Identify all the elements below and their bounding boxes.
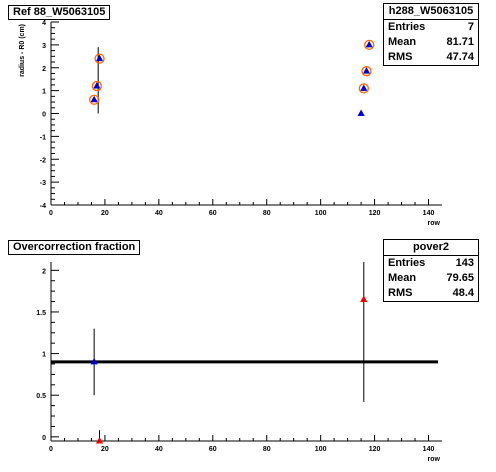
pad1-point-triangle-blue	[93, 82, 101, 89]
pad2-x-tick-label: 140	[423, 446, 435, 453]
pad1-point-triangle-blue	[360, 84, 368, 91]
pad2-point-triangle-blue	[90, 357, 98, 365]
pad1-y-tick-label: -4	[40, 203, 46, 210]
pad1-point-triangle-blue	[362, 67, 371, 74]
pad1-y-tick-label: 2	[42, 66, 46, 73]
pad1-point-circle-orange	[91, 80, 102, 92]
pad1-stat-mean: Mean 81.71	[388, 36, 474, 48]
pad1-y-tick-label: -2	[40, 157, 46, 164]
pad1-y-tick-label: 3	[42, 43, 46, 50]
pad2-x-tick-label: 0	[49, 446, 53, 453]
pad2-y-tick-label: 1.5	[36, 310, 46, 317]
pad2-x-tick-label: 80	[263, 446, 271, 453]
pad1-y-axis-title: radius - R0 (cm)	[19, 24, 26, 77]
pad1-x-tick-label: 0	[49, 210, 53, 217]
pad1-stats-name: h288_W5063105	[384, 4, 478, 20]
pad1-stats-box: h288_W5063105 Entries 7 Mean 81.71 RMS 47.7…	[383, 3, 479, 66]
pad1-point-triangle-blue	[95, 54, 104, 62]
pad2-x-tick-label: 40	[155, 446, 163, 453]
pad2-stats-name: pover2	[384, 240, 478, 256]
pad2-y-tick-label: 0.5	[36, 393, 46, 400]
pad2-x-axis-title: row	[428, 456, 441, 463]
pad1-point-triangle-blue	[90, 95, 98, 103]
pad1-point-circle-orange	[94, 53, 105, 64]
pad1-x-tick-label: 20	[101, 210, 109, 217]
pad1-x-tick-label: 40	[155, 210, 163, 217]
pad1-y-tick-label: 0	[42, 112, 46, 119]
pad2-y-tick-label: 1	[42, 352, 46, 359]
pad2-point-triangle-red	[95, 437, 104, 444]
pad2-x-tick-label: 100	[315, 446, 327, 453]
pad1-x-tick-label: 100	[315, 210, 327, 217]
pad1-x-tick-label: 60	[209, 210, 217, 217]
pad2-x-tick-label: 20	[101, 446, 109, 453]
pad2-x-tick-label: 60	[209, 446, 217, 453]
pad1-x-tick-label: 140	[423, 210, 435, 217]
pad1-stat-rms: RMS 47.74	[388, 51, 474, 63]
pad2-point-triangle-red	[360, 295, 368, 302]
pad2-stat-mean: Mean 79.65	[388, 272, 474, 284]
pad2-stat-rms: RMS 48.4	[388, 287, 474, 299]
pad2-title: Overcorrection fraction	[8, 240, 141, 255]
pad1-title: Ref 88_W5063105	[8, 5, 111, 20]
pad1-point-triangle-blue	[365, 40, 373, 48]
pad1-stat-entries: Entries 7	[388, 21, 474, 33]
pad1-x-axis-title: row	[428, 220, 441, 227]
pad2-y-tick-label: 2	[42, 268, 46, 275]
pad2-y-tick-label: 0	[42, 435, 46, 442]
pad1-point-circle-orange	[88, 94, 100, 105]
pad1-point-circle-orange	[361, 66, 372, 77]
pad2-x-tick-label: 120	[369, 446, 381, 453]
pad1-point-circle-orange	[364, 39, 375, 51]
pad1-point-triangle-blue	[357, 109, 365, 116]
pad1-x-tick-label: 120	[369, 210, 381, 217]
pad1-y-tick-label: -3	[40, 180, 46, 187]
pad1-y-tick-label: 4	[42, 20, 46, 27]
pad2-stat-entries: Entries 143	[388, 257, 474, 269]
pad2-stats-box: pover2 Entries 143 Mean 79.65 RMS 48.4	[383, 239, 479, 302]
pad1-y-tick-label: -1	[40, 134, 46, 141]
pad1-y-tick-label: 1	[42, 89, 46, 96]
pad1-x-tick-label: 80	[263, 210, 271, 217]
pad1-point-circle-orange	[358, 83, 369, 94]
